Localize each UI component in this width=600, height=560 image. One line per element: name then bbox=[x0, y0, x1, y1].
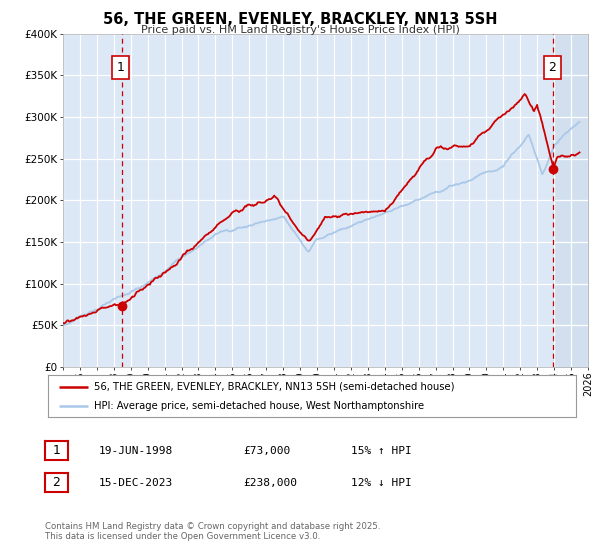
Text: £73,000: £73,000 bbox=[243, 446, 290, 456]
Text: 56, THE GREEN, EVENLEY, BRACKLEY, NN13 5SH (semi-detached house): 56, THE GREEN, EVENLEY, BRACKLEY, NN13 5… bbox=[94, 381, 455, 391]
Text: Price paid vs. HM Land Registry's House Price Index (HPI): Price paid vs. HM Land Registry's House … bbox=[140, 25, 460, 35]
Text: 1: 1 bbox=[52, 444, 61, 458]
Text: 12% ↓ HPI: 12% ↓ HPI bbox=[351, 478, 412, 488]
Text: 19-JUN-1998: 19-JUN-1998 bbox=[99, 446, 173, 456]
Text: £238,000: £238,000 bbox=[243, 478, 297, 488]
Bar bbox=[112, 56, 129, 80]
Text: Contains HM Land Registry data © Crown copyright and database right 2025.
This d: Contains HM Land Registry data © Crown c… bbox=[45, 522, 380, 542]
Text: HPI: Average price, semi-detached house, West Northamptonshire: HPI: Average price, semi-detached house,… bbox=[94, 401, 425, 411]
Bar bbox=[544, 56, 561, 80]
Text: 56, THE GREEN, EVENLEY, BRACKLEY, NN13 5SH: 56, THE GREEN, EVENLEY, BRACKLEY, NN13 5… bbox=[103, 12, 497, 27]
Text: 15% ↑ HPI: 15% ↑ HPI bbox=[351, 446, 412, 456]
Text: 2: 2 bbox=[548, 61, 556, 74]
Text: 15-DEC-2023: 15-DEC-2023 bbox=[99, 478, 173, 488]
Text: 1: 1 bbox=[116, 61, 125, 74]
Text: 2: 2 bbox=[52, 476, 61, 489]
